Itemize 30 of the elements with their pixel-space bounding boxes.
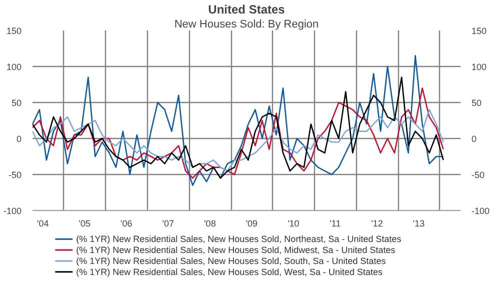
y-tick-label: -100: [3, 206, 22, 216]
legend-label: (% 1YR) New Residential Sales, New Houses Sold, South, Sa - United States: [76, 256, 386, 266]
x-tick-label: '07: [162, 218, 174, 228]
x-tick-label: '09: [246, 218, 258, 228]
line-series: [32, 55, 444, 186]
y-tick-label: 100: [6, 62, 22, 72]
x-tick-label: '13: [412, 218, 425, 228]
y2-tick-label: 0: [472, 134, 477, 144]
x-tick-label: '06: [120, 218, 132, 228]
y2-tick-label: 150: [472, 26, 487, 36]
legend-label: (% 1YR) New Residential Sales, New Houses Sold, Northeast, Sa - United States: [76, 234, 402, 244]
y2-tick-label: -50: [472, 170, 485, 180]
x-tick-label: '12: [371, 218, 383, 228]
y2-tick-label: 100: [472, 62, 487, 72]
chart-subtitle: New Houses Sold: By Region: [174, 18, 319, 30]
y-tick-label: 50: [11, 98, 22, 108]
x-tick-label: '10: [288, 218, 300, 228]
y-tick-label: 150: [6, 26, 22, 36]
x-tick-label: '05: [78, 218, 91, 228]
y2-tick-label: 50: [472, 98, 482, 108]
y-tick-label: 0: [16, 134, 22, 144]
x-tick-label: '04: [37, 218, 49, 228]
line-series: [32, 109, 444, 172]
chart-title: United States: [208, 2, 286, 16]
x-tick-label: '08: [204, 218, 216, 228]
legend-label: (% 1YR) New Residential Sales, New Houses Sold, West, Sa - United States: [76, 266, 384, 277]
y2-tick-label: -100: [472, 206, 490, 216]
x-tick-label: '11: [330, 218, 341, 228]
legend-label: (% 1YR) New Residential Sales, New Houses Sold, Midwest, Sa - United States: [76, 245, 396, 256]
y-tick-label: -50: [8, 170, 22, 180]
